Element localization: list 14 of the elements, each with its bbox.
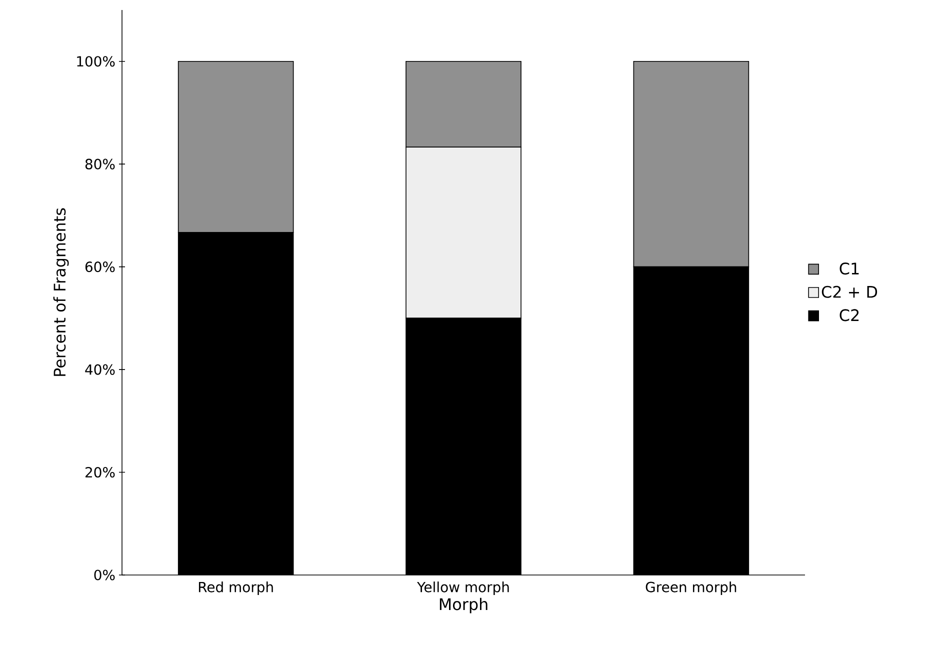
y-tick-label: 80% — [85, 158, 115, 170]
y-axis-title: Percent of Fragments — [53, 208, 69, 376]
y-tick-label: 40% — [85, 364, 115, 375]
legend-label: C2 + D — [822, 286, 878, 298]
legend-label: C1 — [840, 262, 859, 275]
x-tick-label: Red morph — [198, 582, 273, 596]
y-tick-label: 20% — [85, 466, 115, 478]
x-tick-label: Yellow morph — [417, 582, 509, 596]
y-tick-label: 100% — [77, 56, 115, 67]
y-tick-label: 0% — [94, 570, 115, 580]
y-tick-label: 60% — [85, 262, 115, 272]
legend-label: C2 — [840, 309, 859, 322]
x-axis-title: Morph — [440, 598, 488, 614]
x-tick-label: Green morph — [646, 582, 736, 596]
